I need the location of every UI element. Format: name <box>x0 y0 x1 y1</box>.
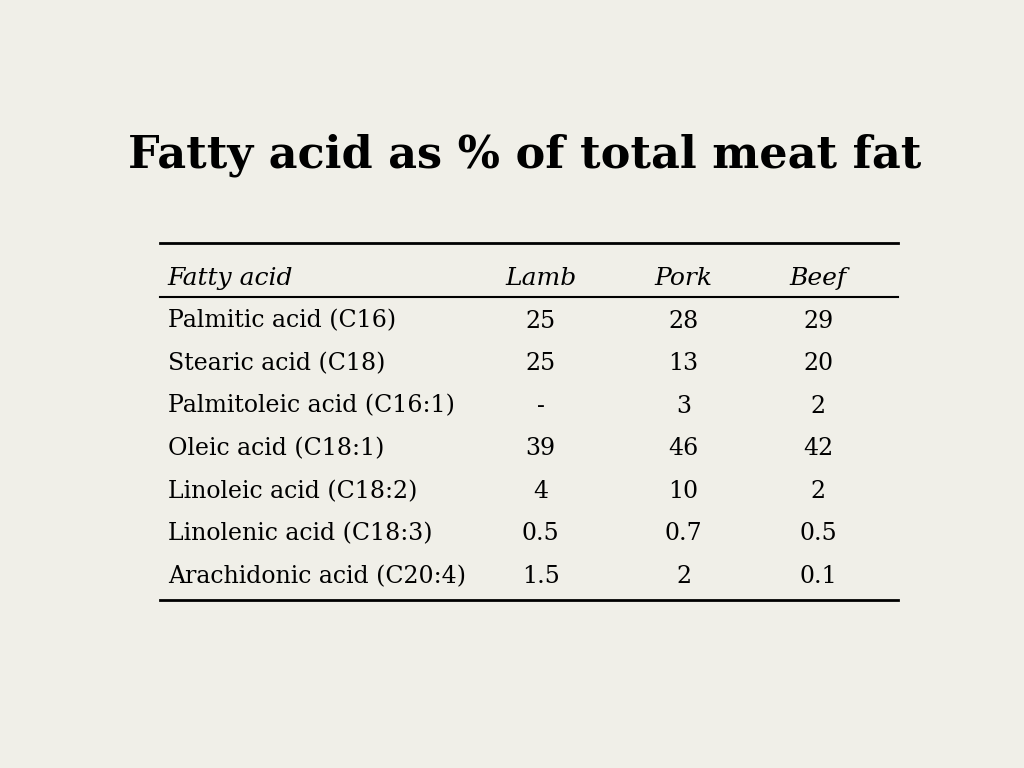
Text: Palmitic acid (C16): Palmitic acid (C16) <box>168 310 396 333</box>
Text: 10: 10 <box>669 480 698 503</box>
Text: Fatty acid as % of total meat fat: Fatty acid as % of total meat fat <box>128 134 922 177</box>
Text: Arachidonic acid (C20:4): Arachidonic acid (C20:4) <box>168 565 466 588</box>
Text: 4: 4 <box>534 480 548 503</box>
Text: 2: 2 <box>811 480 826 503</box>
Text: 25: 25 <box>525 352 556 375</box>
Text: Linolenic acid (C18:3): Linolenic acid (C18:3) <box>168 522 432 545</box>
Text: Lamb: Lamb <box>505 267 577 290</box>
Text: 0.1: 0.1 <box>800 565 838 588</box>
Text: Palmitoleic acid (C16:1): Palmitoleic acid (C16:1) <box>168 395 455 418</box>
Text: Pork: Pork <box>654 267 713 290</box>
Text: -: - <box>537 395 545 418</box>
Text: 25: 25 <box>525 310 556 333</box>
Text: 3: 3 <box>676 395 691 418</box>
Text: 1.5: 1.5 <box>522 565 559 588</box>
Text: 39: 39 <box>525 437 556 460</box>
Text: 28: 28 <box>669 310 698 333</box>
Text: 20: 20 <box>804 352 834 375</box>
Text: Stearic acid (C18): Stearic acid (C18) <box>168 352 385 375</box>
Text: 42: 42 <box>803 437 834 460</box>
Text: 2: 2 <box>676 565 691 588</box>
Text: 29: 29 <box>803 310 834 333</box>
Text: Beef: Beef <box>790 267 847 290</box>
Text: Linoleic acid (C18:2): Linoleic acid (C18:2) <box>168 480 417 503</box>
Text: Fatty acid: Fatty acid <box>168 267 293 290</box>
Text: 2: 2 <box>811 395 826 418</box>
Text: 0.7: 0.7 <box>665 522 702 545</box>
Text: 0.5: 0.5 <box>522 522 559 545</box>
Text: 13: 13 <box>669 352 698 375</box>
Text: 0.5: 0.5 <box>800 522 838 545</box>
Text: Oleic acid (C18:1): Oleic acid (C18:1) <box>168 437 384 460</box>
Text: 46: 46 <box>669 437 698 460</box>
